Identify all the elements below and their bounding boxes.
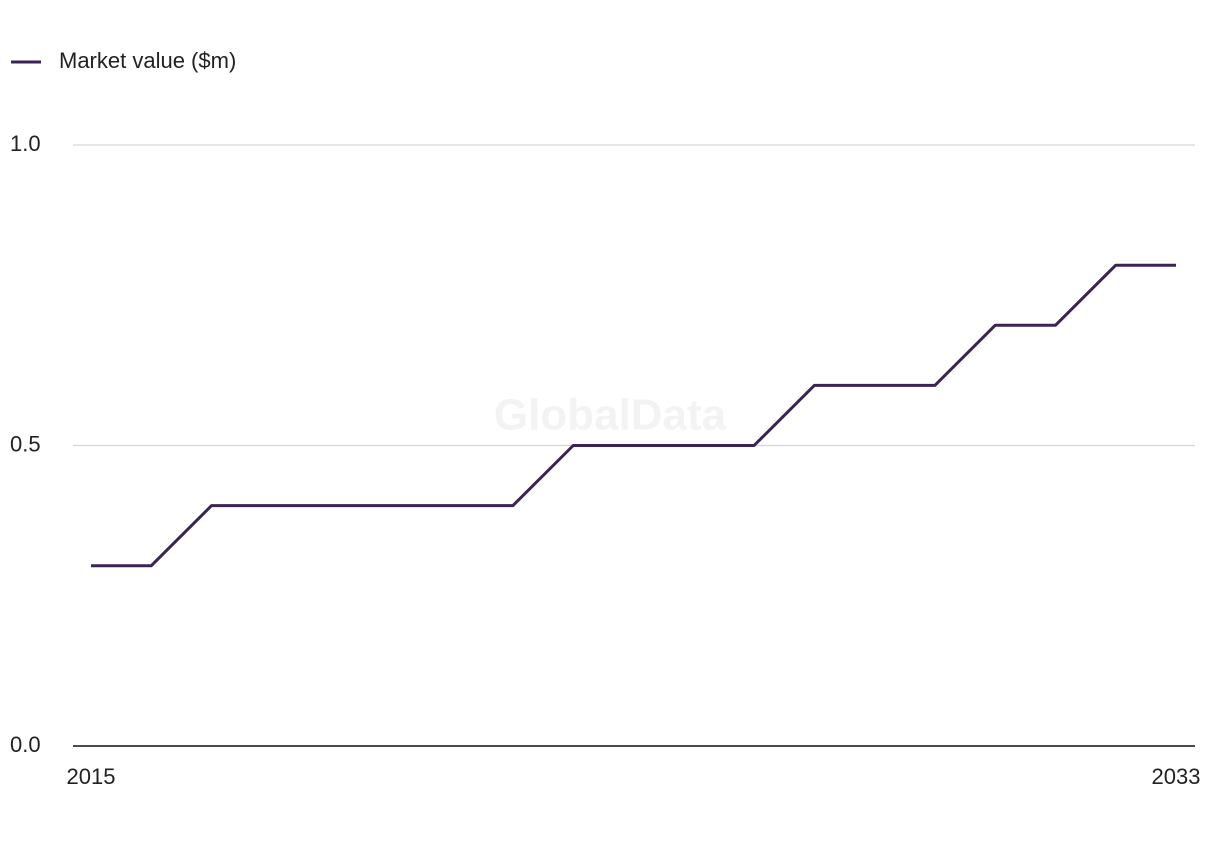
x-tick-label: 2033 bbox=[1152, 764, 1201, 789]
x-tick-label: 2015 bbox=[67, 764, 116, 789]
data-line bbox=[91, 263, 1176, 568]
legend-label: Market value ($m) bbox=[59, 48, 236, 73]
y-tick-label: 1.0 bbox=[10, 131, 41, 156]
y-tick-label: 0.5 bbox=[10, 431, 41, 456]
watermark: GlobalData bbox=[494, 391, 727, 440]
y-tick-label: 0.0 bbox=[10, 732, 41, 757]
